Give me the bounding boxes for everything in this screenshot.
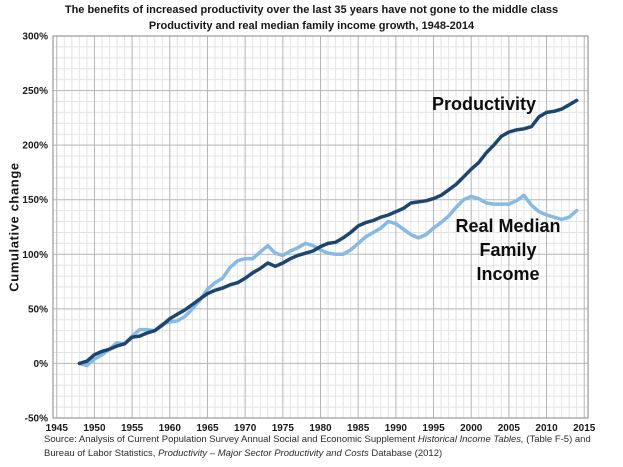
source-line-2: Bureau of Labor Statistics, Productivity…	[44, 448, 443, 459]
x-tick-label: 1980	[309, 423, 332, 434]
y-tick-label: 300%	[22, 32, 48, 43]
plot-border	[52, 35, 589, 419]
chart-subtitle: Productivity and real median family inco…	[148, 20, 475, 32]
y-axis-title: Cumulative change	[6, 162, 22, 292]
x-tick-label: 1965	[196, 423, 219, 434]
source-note: Source: Analysis of Current Population S…	[44, 433, 614, 461]
x-tick-label: 1970	[234, 423, 257, 434]
x-tick-label: 1985	[347, 423, 370, 434]
y-tick-label: 150%	[22, 195, 48, 206]
series-line-productivity	[77, 98, 579, 366]
x-tick-label: 2000	[460, 423, 483, 434]
chart-title: The benefits of increased productivity o…	[64, 4, 559, 16]
series-label-real-median-family-income: Real Median Family Income	[455, 216, 561, 284]
series-label-productivity: Productivity	[431, 94, 537, 114]
x-tick-label: 1990	[385, 423, 408, 434]
x-tick-label: 1960	[159, 423, 182, 434]
y-tick-label: 250%	[22, 86, 48, 97]
x-tick-label: 1975	[272, 423, 295, 434]
x-tick-label: 1945	[46, 423, 69, 434]
source-line-1: Source: Analysis of Current Population S…	[44, 434, 591, 445]
x-tick-label: 2005	[498, 423, 521, 434]
x-tick-label: 2015	[573, 423, 596, 434]
x-tick-label: 1995	[422, 423, 445, 434]
y-tick-label: -50%	[25, 414, 48, 425]
x-tick-label: 1955	[121, 423, 144, 434]
x-tick-label: 1950	[83, 423, 106, 434]
y-tick-label: 0%	[34, 359, 49, 370]
y-tick-label: 50%	[28, 304, 48, 315]
x-tick-label: 2010	[535, 423, 558, 434]
y-tick-label: 100%	[22, 250, 48, 261]
y-tick-label: 200%	[22, 141, 48, 152]
